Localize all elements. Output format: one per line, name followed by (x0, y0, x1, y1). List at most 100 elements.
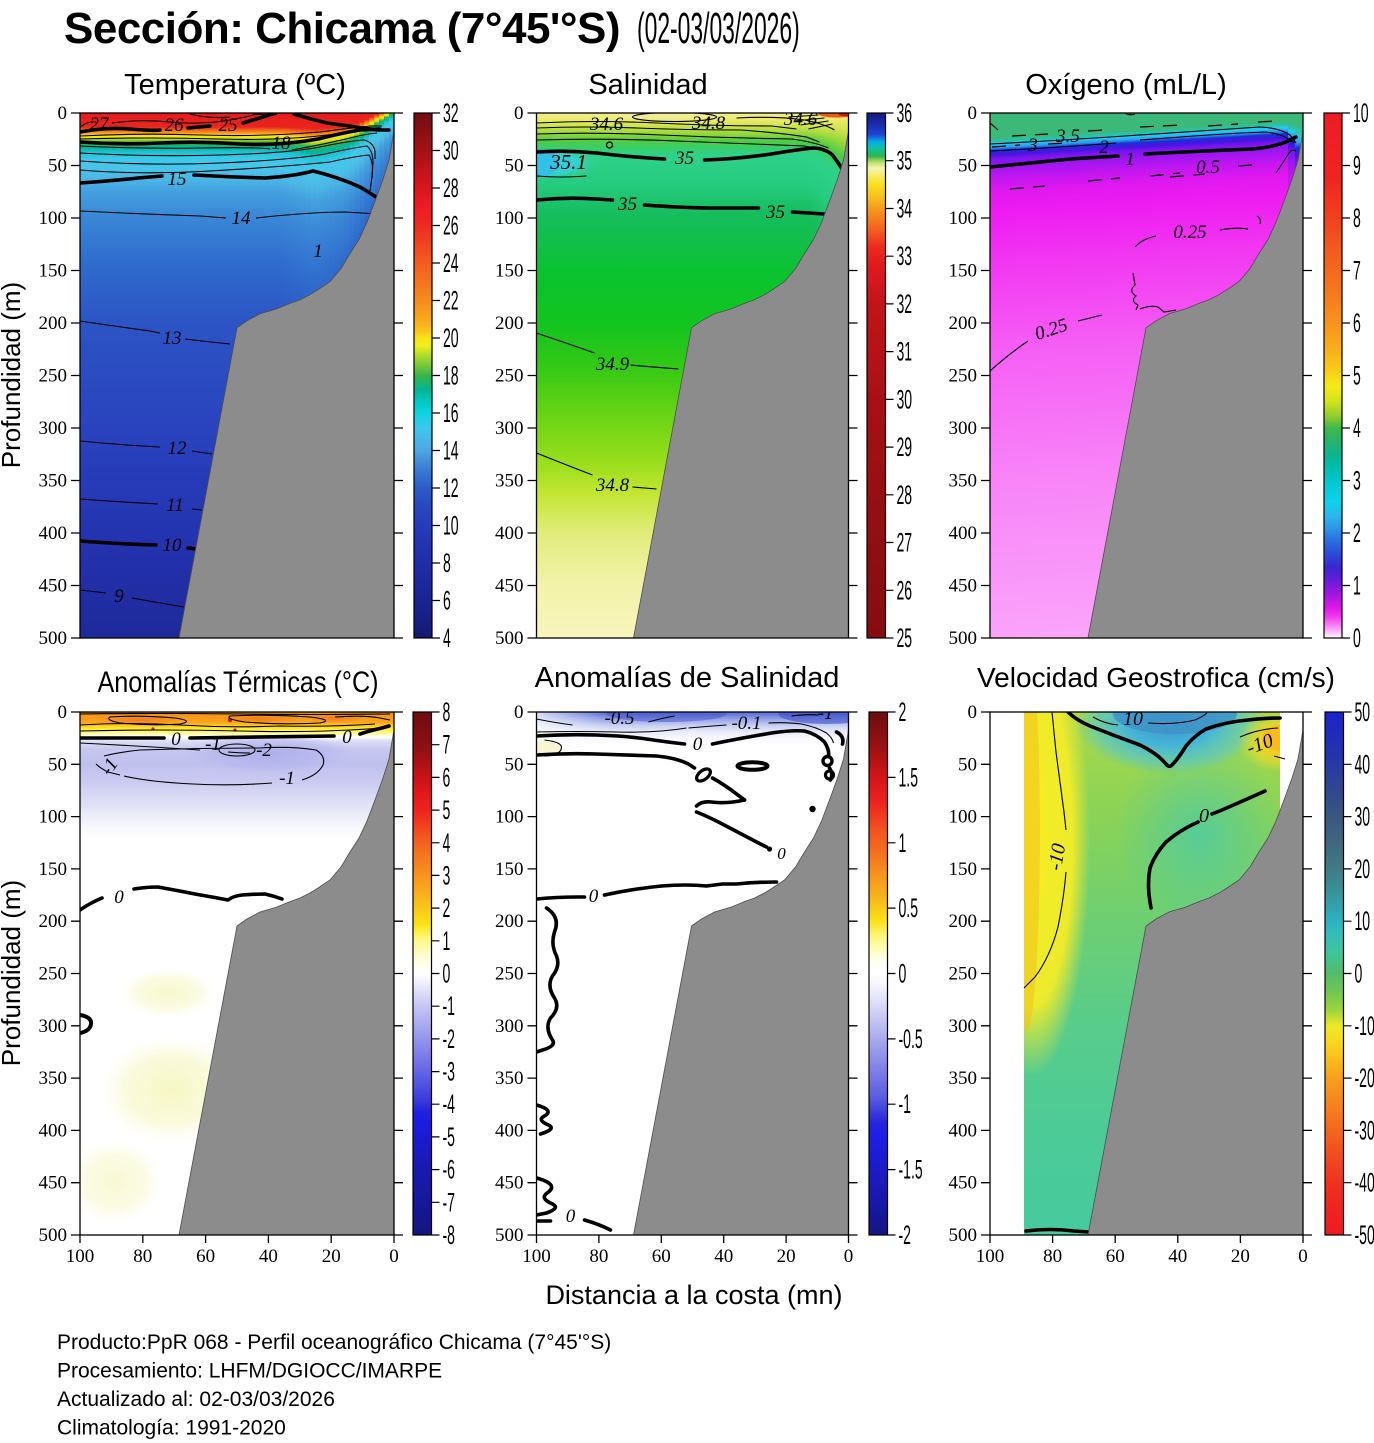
svg-text:400: 400 (495, 1120, 524, 1141)
svg-text:2: 2 (1099, 137, 1109, 158)
svg-text:Actualizado al: 02-03/03/2026: Actualizado al: 02-03/03/2026 (57, 1388, 335, 1411)
svg-text:100: 100 (495, 807, 524, 828)
svg-text:60: 60 (652, 1246, 671, 1267)
svg-text:50: 50 (505, 754, 524, 775)
svg-text:150: 150 (39, 261, 68, 282)
svg-text:3: 3 (443, 861, 451, 891)
svg-text:26: 26 (165, 115, 185, 136)
svg-text:30: 30 (1355, 802, 1371, 832)
svg-text:5: 5 (1353, 361, 1361, 391)
svg-text:300: 300 (39, 1016, 68, 1037)
svg-text:250: 250 (495, 964, 524, 985)
svg-text:4: 4 (443, 623, 451, 653)
svg-text:8: 8 (443, 548, 451, 578)
svg-text:12: 12 (443, 473, 459, 503)
svg-text:-4: -4 (443, 1089, 456, 1119)
svg-text:10: 10 (443, 511, 459, 541)
svg-text:300: 300 (495, 418, 524, 439)
svg-text:-50: -50 (1355, 1220, 1374, 1250)
svg-text:150: 150 (495, 261, 524, 282)
svg-text:250: 250 (39, 366, 68, 387)
svg-text:0: 0 (589, 886, 599, 907)
svg-text:350: 350 (39, 1068, 68, 1089)
svg-text:450: 450 (39, 1173, 68, 1194)
svg-text:Temperatura (ºC): Temperatura (ºC) (124, 69, 346, 101)
svg-text:Procesamiento: LHFM/DGIOCC/IMA: Procesamiento: LHFM/DGIOCC/IMARPE (57, 1360, 442, 1383)
svg-text:-0.1: -0.1 (731, 713, 761, 734)
svg-text:13: 13 (163, 328, 182, 349)
svg-text:350: 350 (39, 471, 68, 492)
svg-text:450: 450 (495, 576, 524, 597)
svg-text:4: 4 (443, 828, 451, 858)
svg-text:350: 350 (949, 471, 978, 492)
svg-text:7: 7 (443, 730, 451, 760)
svg-text:300: 300 (949, 1016, 978, 1037)
svg-text:50: 50 (958, 156, 977, 177)
svg-text:-5: -5 (443, 1122, 456, 1152)
svg-text:0: 0 (777, 844, 786, 863)
svg-text:34.6: 34.6 (589, 114, 624, 135)
svg-text:Producto:PpR 068 - Perfil ocea: Producto:PpR 068 - Perfil oceanográfico … (57, 1331, 611, 1354)
svg-text:7: 7 (1353, 256, 1361, 286)
svg-text:10: 10 (163, 535, 183, 556)
svg-text:150: 150 (949, 261, 978, 282)
svg-text:26: 26 (897, 575, 913, 605)
svg-text:0: 0 (1355, 959, 1363, 989)
svg-text:32: 32 (897, 289, 913, 319)
svg-text:-1: -1 (279, 768, 295, 789)
svg-text:-1.5: -1.5 (899, 1155, 923, 1185)
svg-text:3: 3 (1027, 135, 1038, 156)
svg-text:2: 2 (1353, 518, 1361, 548)
svg-text:8: 8 (443, 697, 451, 727)
svg-text:50: 50 (48, 156, 67, 177)
svg-text:26: 26 (443, 211, 459, 241)
svg-text:0: 0 (443, 959, 451, 989)
svg-text:0: 0 (899, 959, 907, 989)
svg-text:450: 450 (949, 1173, 978, 1194)
svg-text:20: 20 (1355, 854, 1371, 884)
svg-text:1: 1 (313, 241, 323, 262)
svg-text:0.25: 0.25 (1173, 222, 1206, 243)
svg-text:34.8: 34.8 (595, 475, 630, 496)
svg-text:40: 40 (259, 1246, 278, 1267)
svg-text:25: 25 (897, 623, 913, 653)
svg-text:22: 22 (443, 286, 459, 316)
svg-text:0: 0 (58, 702, 68, 723)
svg-text:450: 450 (495, 1173, 524, 1194)
svg-text:500: 500 (39, 628, 68, 649)
svg-text:10: 10 (1123, 708, 1143, 730)
svg-text:80: 80 (1043, 1246, 1062, 1267)
svg-text:50: 50 (1355, 697, 1371, 727)
svg-text:-8: -8 (443, 1220, 456, 1250)
svg-text:Oxígeno (mL/L): Oxígeno (mL/L) (1025, 69, 1226, 101)
svg-text:Sección: Chicama (7°45'°S): Sección: Chicama (7°45'°S) (64, 4, 620, 53)
svg-text:2: 2 (443, 893, 451, 923)
svg-text:50: 50 (958, 754, 977, 775)
svg-text:27: 27 (897, 528, 913, 558)
svg-text:40: 40 (1168, 1246, 1187, 1267)
svg-text:40: 40 (1355, 749, 1371, 779)
svg-text:150: 150 (39, 859, 68, 880)
svg-text:Profundidad (m): Profundidad (m) (0, 880, 26, 1066)
svg-text:14: 14 (443, 436, 459, 466)
svg-text:16: 16 (443, 398, 459, 428)
svg-text:80: 80 (589, 1246, 608, 1267)
svg-text:500: 500 (39, 1225, 68, 1246)
svg-text:0: 0 (58, 103, 68, 124)
svg-text:35: 35 (674, 148, 694, 169)
svg-text:400: 400 (949, 523, 978, 544)
svg-text:Anomalías Térmicas (°C): Anomalías Térmicas (°C) (97, 665, 378, 699)
svg-text:500: 500 (495, 628, 524, 649)
svg-text:400: 400 (39, 1120, 68, 1141)
svg-text:-7: -7 (443, 1187, 455, 1217)
svg-text:60: 60 (196, 1246, 215, 1267)
svg-text:-40: -40 (1355, 1168, 1374, 1198)
svg-text:0: 0 (342, 727, 352, 748)
svg-text:-2: -2 (899, 1220, 911, 1250)
svg-text:Distancia a la costa (mn): Distancia a la costa (mn) (545, 1280, 842, 1310)
svg-text:400: 400 (949, 1120, 978, 1141)
svg-text:30: 30 (443, 136, 459, 166)
svg-text:20: 20 (443, 323, 459, 353)
svg-text:0: 0 (693, 734, 703, 755)
svg-text:3: 3 (1353, 466, 1361, 496)
